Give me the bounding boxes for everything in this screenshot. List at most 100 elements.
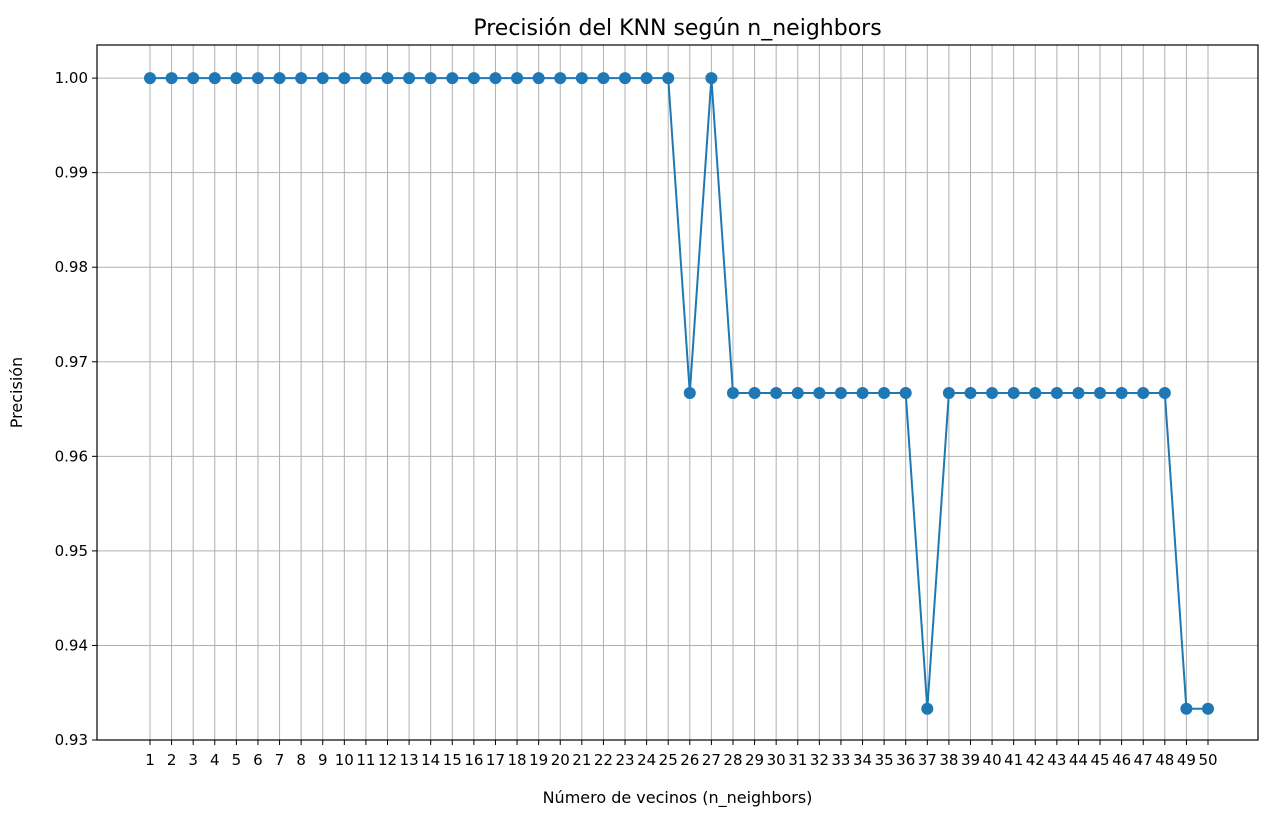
x-tick-label: 6 bbox=[253, 751, 263, 769]
x-tick-label: 23 bbox=[615, 751, 634, 769]
x-tick-label: 39 bbox=[961, 751, 980, 769]
data-point bbox=[489, 72, 502, 85]
data-point bbox=[986, 386, 999, 399]
data-point bbox=[403, 72, 416, 85]
x-tick-label: 48 bbox=[1155, 751, 1174, 769]
x-tick-label: 46 bbox=[1112, 751, 1131, 769]
data-point bbox=[359, 72, 372, 85]
x-tick-label: 41 bbox=[1004, 751, 1023, 769]
data-point bbox=[251, 72, 264, 85]
data-point bbox=[1072, 386, 1085, 399]
data-point bbox=[316, 72, 329, 85]
x-tick-label: 49 bbox=[1177, 751, 1196, 769]
chart-title: Precisión del KNN según n_neighbors bbox=[473, 16, 881, 41]
series-layer bbox=[144, 72, 1214, 715]
data-point bbox=[683, 386, 696, 399]
data-point bbox=[1158, 386, 1171, 399]
x-tick-label: 31 bbox=[788, 751, 807, 769]
data-point bbox=[942, 386, 955, 399]
data-point bbox=[1137, 386, 1150, 399]
x-tick-label: 18 bbox=[508, 751, 527, 769]
data-point bbox=[899, 386, 912, 399]
x-tick-label: 33 bbox=[831, 751, 850, 769]
x-tick-label: 47 bbox=[1134, 751, 1153, 769]
data-point bbox=[726, 386, 739, 399]
y-tick-label: 0.99 bbox=[55, 164, 88, 182]
x-axis-label: Número de vecinos (n_neighbors) bbox=[543, 788, 813, 808]
data-point bbox=[770, 386, 783, 399]
data-point bbox=[1202, 702, 1214, 715]
x-tick-label: 50 bbox=[1198, 751, 1217, 769]
x-tick-label: 32 bbox=[810, 751, 829, 769]
data-point bbox=[1029, 386, 1042, 399]
data-point bbox=[230, 72, 243, 85]
data-point bbox=[511, 72, 524, 85]
data-point bbox=[338, 72, 351, 85]
data-point bbox=[791, 386, 804, 399]
x-tick-label: 2 bbox=[167, 751, 177, 769]
x-tick-label: 5 bbox=[232, 751, 242, 769]
data-point bbox=[532, 72, 545, 85]
x-axis-ticks: 1 2 3 4 5 6 7 8 9 10 11 12 13 14 15 16 17 18 19 20 21 22 23 24 2… bbox=[145, 740, 1218, 769]
x-tick-label: 22 bbox=[594, 751, 613, 769]
data-point bbox=[273, 72, 286, 85]
x-tick-label: 25 bbox=[659, 751, 678, 769]
data-point bbox=[1115, 386, 1128, 399]
data-point bbox=[554, 72, 567, 85]
data-point bbox=[381, 72, 394, 85]
x-tick-label: 8 bbox=[296, 751, 306, 769]
x-tick-label: 15 bbox=[443, 751, 462, 769]
data-point bbox=[748, 386, 761, 399]
y-tick-label: 0.97 bbox=[55, 353, 88, 371]
x-tick-label: 34 bbox=[853, 751, 872, 769]
x-tick-label: 40 bbox=[983, 751, 1002, 769]
x-tick-label: 13 bbox=[400, 751, 419, 769]
x-tick-label: 12 bbox=[378, 751, 397, 769]
data-point bbox=[1007, 386, 1020, 399]
x-tick-label: 45 bbox=[1090, 751, 1109, 769]
data-point bbox=[1050, 386, 1063, 399]
data-point bbox=[640, 72, 653, 85]
x-tick-label: 44 bbox=[1069, 751, 1088, 769]
x-tick-label: 3 bbox=[188, 751, 198, 769]
data-point bbox=[856, 386, 869, 399]
x-tick-label: 21 bbox=[572, 751, 591, 769]
x-tick-label: 11 bbox=[356, 751, 375, 769]
y-tick-label: 0.98 bbox=[55, 258, 88, 276]
y-tick-label: 1.00 bbox=[55, 69, 88, 87]
y-tick-label: 0.94 bbox=[55, 636, 88, 654]
x-tick-label: 38 bbox=[939, 751, 958, 769]
x-tick-label: 17 bbox=[486, 751, 505, 769]
x-tick-label: 26 bbox=[680, 751, 699, 769]
data-point bbox=[964, 386, 977, 399]
data-point bbox=[1094, 386, 1107, 399]
y-tick-label: 0.96 bbox=[55, 447, 88, 465]
y-axis-label: Precisión bbox=[7, 357, 26, 428]
x-tick-label: 7 bbox=[275, 751, 285, 769]
x-tick-label: 36 bbox=[896, 751, 915, 769]
data-point bbox=[165, 72, 178, 85]
data-point bbox=[295, 72, 308, 85]
x-tick-label: 24 bbox=[637, 751, 656, 769]
data-point bbox=[467, 72, 480, 85]
data-point bbox=[662, 72, 675, 85]
data-point bbox=[921, 702, 934, 715]
data-point bbox=[208, 72, 221, 85]
y-axis-ticks: 0.93 0.94 0.95 0.96 0.97 0.98 0.99 1.00 bbox=[55, 69, 97, 749]
x-tick-label: 19 bbox=[529, 751, 548, 769]
x-tick-label: 20 bbox=[551, 751, 570, 769]
data-point bbox=[187, 72, 200, 85]
data-point bbox=[424, 72, 437, 85]
data-point bbox=[597, 72, 610, 85]
plot-frame bbox=[96, 44, 1259, 741]
x-tick-label: 28 bbox=[723, 751, 742, 769]
x-tick-label: 16 bbox=[464, 751, 483, 769]
y-tick-label: 0.93 bbox=[55, 731, 88, 749]
data-point bbox=[878, 386, 891, 399]
data-point bbox=[705, 72, 718, 85]
x-tick-label: 30 bbox=[767, 751, 786, 769]
data-point bbox=[1180, 702, 1193, 715]
x-tick-label: 27 bbox=[702, 751, 721, 769]
data-point bbox=[619, 72, 632, 85]
